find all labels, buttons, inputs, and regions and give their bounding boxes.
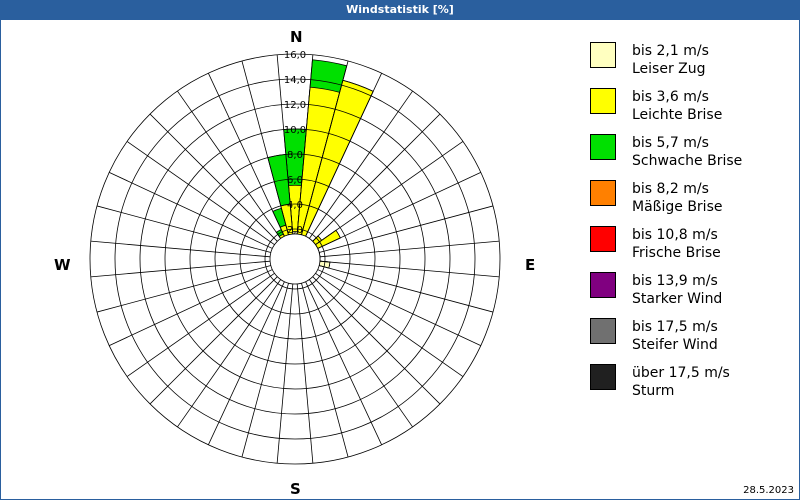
grid-spoke — [319, 240, 500, 258]
compass-south: S — [290, 480, 301, 498]
grid-spoke — [96, 265, 271, 313]
grid-spoke — [96, 205, 271, 253]
legend-speed: bis 8,2 m/s — [632, 181, 709, 197]
legend-name: Leichte Brise — [632, 107, 723, 123]
legend-name: Mäßige Brise — [632, 199, 723, 215]
grid-spoke — [177, 90, 281, 239]
compass-east: E — [525, 256, 536, 274]
legend-name: Leiser Zug — [632, 61, 706, 77]
grid-spoke — [301, 60, 349, 235]
grid-spoke — [305, 73, 382, 237]
ring-label: 2,0 — [287, 225, 303, 236]
grid-spoke — [317, 269, 481, 346]
grid-spoke — [208, 73, 285, 237]
legend-swatch — [590, 272, 616, 298]
legend-name: Starker Wind — [632, 291, 723, 307]
grid-spoke — [90, 260, 271, 278]
ring-label: 16,0 — [284, 50, 306, 61]
grid-ring — [139, 103, 451, 415]
ring-label: 10,0 — [284, 125, 306, 136]
ring-label: 14,0 — [284, 75, 306, 86]
window-title: Windstatistik [%] — [0, 0, 800, 20]
grid-spoke — [315, 141, 464, 245]
legend-swatch — [590, 318, 616, 344]
grid-spoke — [312, 276, 441, 405]
grid-spoke — [309, 90, 413, 239]
ring-label: 8,0 — [287, 150, 303, 161]
grid-ring — [114, 78, 476, 440]
grid-spoke — [315, 273, 464, 377]
legend-swatch — [590, 180, 616, 206]
grid-spoke — [276, 54, 294, 235]
grid-ring — [239, 203, 351, 315]
grid-spoke — [90, 240, 271, 258]
legend-name: Frische Brise — [632, 245, 721, 261]
legend-swatch — [590, 42, 616, 68]
grid-ring — [189, 153, 401, 365]
legend-swatch — [590, 364, 616, 390]
grid-spoke — [319, 205, 494, 253]
grid-spoke — [296, 283, 314, 464]
legend-speed: über 17,5 m/s — [632, 365, 730, 381]
grid-spoke — [149, 276, 278, 405]
legend-speed: bis 10,8 m/s — [632, 227, 718, 243]
grid-ring — [164, 128, 426, 390]
ring-label: 6,0 — [287, 175, 303, 186]
legend-name: Sturm — [632, 383, 675, 399]
compass-north: N — [290, 28, 303, 46]
grid-ring — [264, 228, 326, 290]
grid-spoke — [312, 113, 441, 242]
legend-speed: bis 3,6 m/s — [632, 89, 709, 105]
grid-spoke — [296, 54, 314, 235]
compass-west: W — [54, 256, 71, 274]
grid-spoke — [319, 265, 494, 313]
grid-spoke — [319, 260, 500, 278]
grid-spoke — [109, 269, 273, 346]
grid-spoke — [317, 172, 481, 249]
legend-swatch — [590, 226, 616, 252]
legend-swatch — [590, 134, 616, 160]
grid-spoke — [177, 279, 281, 428]
ring-label: 4,0 — [287, 200, 303, 211]
date-label: 28.5.2023 — [743, 485, 794, 496]
grid-spoke — [241, 60, 289, 235]
grid-spoke — [208, 281, 285, 445]
grid-spoke — [109, 172, 273, 249]
calm-circle — [269, 233, 321, 285]
grid-spoke — [301, 283, 349, 458]
grid-ring — [89, 53, 501, 465]
legend-speed: bis 2,1 m/s — [632, 43, 709, 59]
grid-spoke — [126, 273, 275, 377]
grid-spoke — [276, 283, 294, 464]
ring-label: 12,0 — [284, 100, 306, 111]
grid-spoke — [309, 279, 413, 428]
grid-spoke — [305, 281, 382, 445]
grid-spoke — [126, 141, 275, 245]
grid-ring — [214, 178, 376, 340]
grid-spoke — [149, 113, 278, 242]
legend-speed: bis 5,7 m/s — [632, 135, 709, 151]
legend-speed: bis 17,5 m/s — [632, 319, 718, 335]
legend-speed: bis 13,9 m/s — [632, 273, 718, 289]
grid-spoke — [241, 283, 289, 458]
legend-name: Steifer Wind — [632, 337, 718, 353]
legend-swatch — [590, 88, 616, 114]
legend-name: Schwache Brise — [632, 153, 743, 169]
